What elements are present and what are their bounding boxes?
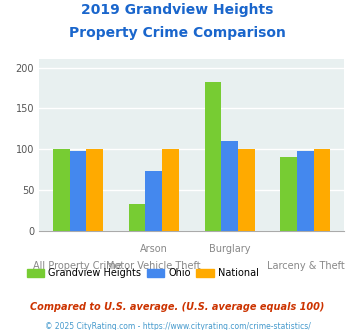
Text: All Property Crime: All Property Crime [33,261,121,271]
Text: Burglary: Burglary [209,244,251,254]
Bar [86,149,103,231]
Bar [204,82,221,231]
Text: Property Crime Comparison: Property Crime Comparison [69,26,286,40]
Bar [162,149,179,231]
Bar [314,149,331,231]
Text: © 2025 CityRating.com - https://www.cityrating.com/crime-statistics/: © 2025 CityRating.com - https://www.city… [45,322,310,330]
Bar [146,171,162,231]
Text: Motor Vehicle Theft: Motor Vehicle Theft [106,261,201,271]
Bar [238,149,255,231]
Bar [280,157,297,231]
Text: Compared to U.S. average. (U.S. average equals 100): Compared to U.S. average. (U.S. average … [30,302,325,312]
Bar [129,204,146,231]
Bar [221,141,238,231]
Bar [70,151,86,231]
Text: 2019 Grandview Heights: 2019 Grandview Heights [81,3,274,17]
Text: Larceny & Theft: Larceny & Theft [267,261,345,271]
Text: Arson: Arson [140,244,168,254]
Bar [53,149,70,231]
Bar [297,151,314,231]
Legend: Grandview Heights, Ohio, National: Grandview Heights, Ohio, National [23,264,263,282]
